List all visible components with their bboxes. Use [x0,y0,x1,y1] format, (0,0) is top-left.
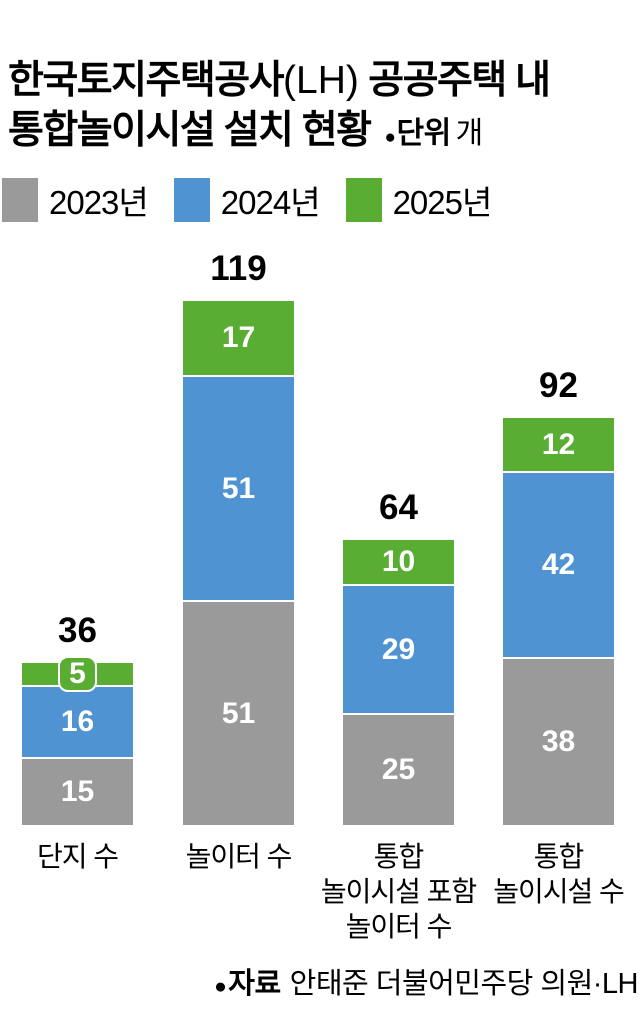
bar-segment-2-2023년: 51 [183,602,294,825]
category-label-2: 놀이터 수 [185,841,293,872]
source-note: ● 자료 안태준 더불어민주당 의원·LH [214,960,638,1002]
segment-value-label: 17 [221,321,256,354]
legend-item-2024: 2024년 [173,176,321,224]
bar-segment-3-2024년: 29 [343,586,454,713]
segment-value-label: 10 [381,545,416,578]
source-label: 자료 [228,968,281,1000]
legend-item-2023: 2023년 [2,176,149,224]
segment-value-label: 42 [541,548,576,581]
legend-swatch-2025 [345,178,382,222]
segment-value-label: 51 [221,696,256,730]
unit-note: ● 단위 개 [384,109,484,163]
legend-label-2025: 2025년 [392,184,493,221]
source-bullet-icon: ● [214,975,227,998]
segment-value-label: 5 [58,656,97,692]
segment-value-label: 51 [221,471,256,505]
segment-value-label: 15 [60,775,95,808]
title-line1-main: 한국토지주택공사 [8,59,285,102]
bar-segment-2-2025년: 17 [183,301,294,375]
bar-column-3: 64 10 29 25 [343,490,454,825]
bar-column-1: 36 5 16 15 [22,613,133,825]
legend-label-2024: 2024년 [220,184,321,221]
page-title: 한국토지주택공사(LH) 공공주택 내 통합놀이시설 설치 현황 ● 단위 개 [8,56,551,163]
category-label-3: 통합 놀이시설 포함 놀이터 수 [320,841,477,942]
segment-value-label: 16 [60,705,95,738]
bar-segment-3-2023년: 25 [343,715,454,825]
bar-segment-1-2024년: 16 [22,687,133,757]
bar-segment-1-2025년: 5 [22,656,133,692]
title-line2-text: 통합놀이시설 설치 현황 [8,109,372,152]
total-label-4: 92 [539,366,578,405]
title-line1-paren: (LH) [283,59,359,102]
bar-segment-2-2024년: 51 [183,377,294,600]
legend-swatch-2024 [173,178,210,222]
bar-column-2: 119 17 51 51 [183,251,294,825]
unit-bullet-icon: ● [384,127,396,148]
title-line1-rest: 공공주택 내 [358,59,551,102]
segment-value-label: 25 [381,753,416,786]
category-label-4: 통합 놀이시설 수 [493,841,625,907]
segment-value-label: 29 [381,632,416,666]
total-label-1: 36 [58,611,97,650]
legend-item-2025: 2025년 [345,176,493,224]
category-label-1: 단지 수 [36,841,119,872]
segment-value-label: 12 [541,427,576,461]
total-label-2: 119 [210,249,267,288]
legend-swatch-2023 [2,178,38,222]
source-text: 안태준 더불어민주당 의원·LH [289,968,639,1000]
bar-segment-4-2025년: 12 [503,418,614,471]
bar-segment-3-2025년: 10 [343,540,454,584]
legend-label-2023: 2023년 [49,184,149,221]
bar-column-4: 92 12 42 38 [503,368,614,825]
unit-value: 개 [455,117,484,150]
legend: 2023년 2024년 2025년 [2,176,517,224]
title-line1: 한국토지주택공사(LH) 공공주택 내 [8,56,551,106]
segment-value-label: 38 [541,725,576,758]
unit-label: 단위 [396,117,451,150]
bar-segment-4-2023년: 38 [503,659,614,825]
bar-segment-1-2023년: 15 [22,759,133,825]
bar-segment-4-2024년: 42 [503,473,614,657]
total-label-3: 64 [379,488,418,527]
title-line2: 통합놀이시설 설치 현황 ● 단위 개 [8,106,549,163]
